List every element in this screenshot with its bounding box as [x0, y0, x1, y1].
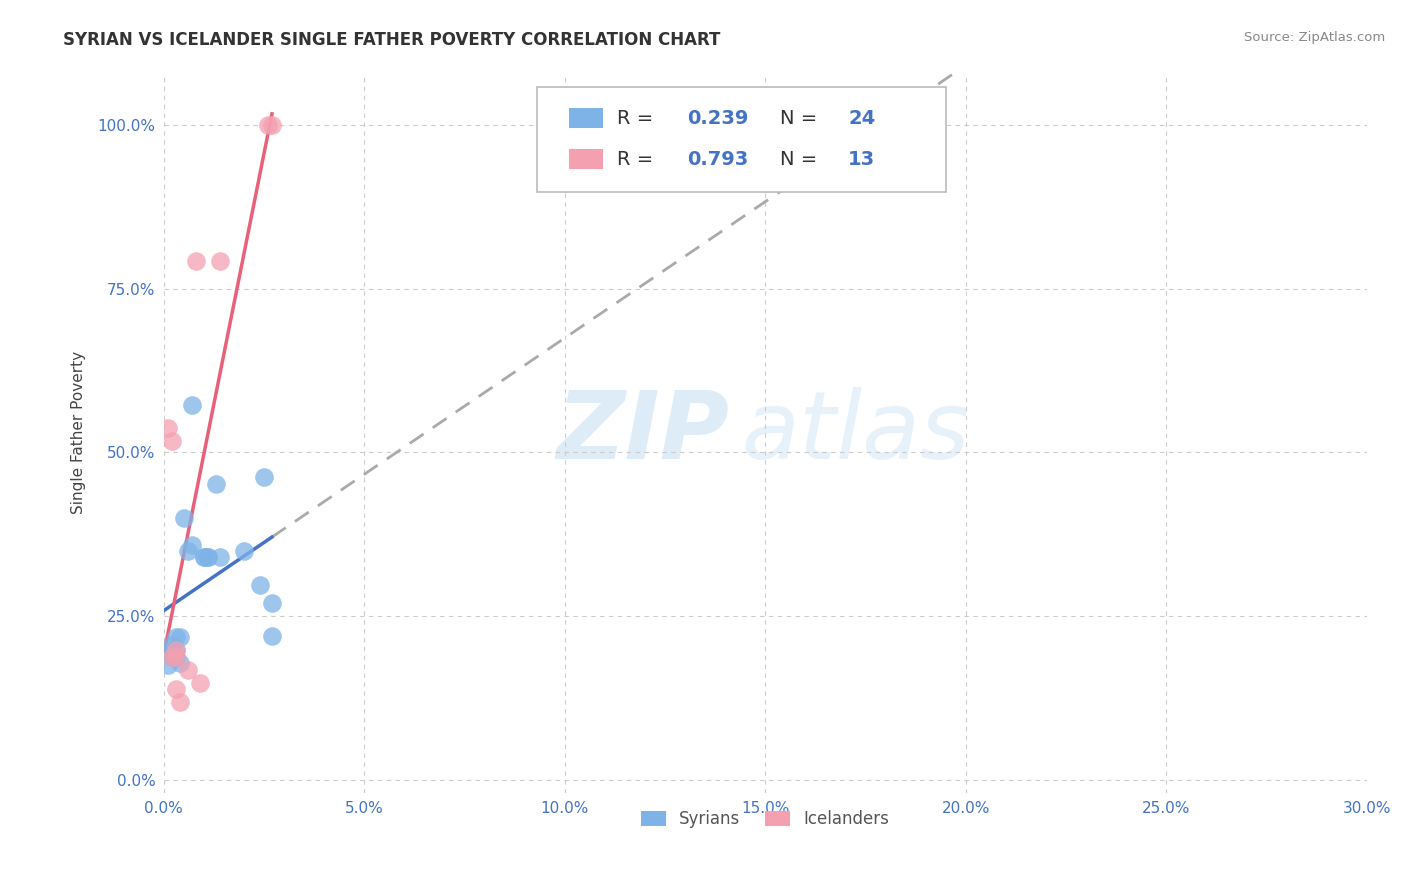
Point	[260, 629, 283, 643]
Point	[177, 543, 200, 558]
Point	[160, 649, 183, 664]
Point	[260, 118, 283, 132]
FancyBboxPatch shape	[569, 149, 603, 169]
Point	[260, 596, 283, 610]
Text: 0.239: 0.239	[688, 109, 748, 128]
Text: Source: ZipAtlas.com: Source: ZipAtlas.com	[1244, 31, 1385, 45]
Text: ZIP: ZIP	[557, 387, 730, 479]
Point	[180, 538, 202, 552]
Text: 24: 24	[848, 109, 876, 128]
Point	[249, 577, 271, 591]
Text: N =: N =	[780, 109, 823, 128]
Point	[197, 550, 219, 565]
Point	[160, 434, 183, 448]
Legend: Syrians, Icelanders: Syrians, Icelanders	[634, 804, 896, 835]
Point	[165, 630, 187, 644]
Point	[232, 543, 254, 558]
Point	[173, 511, 195, 525]
Point	[180, 398, 202, 412]
Point	[160, 649, 183, 664]
Point	[188, 675, 211, 690]
Text: 0.793: 0.793	[688, 150, 748, 169]
FancyBboxPatch shape	[537, 87, 946, 192]
Point	[169, 656, 191, 670]
Text: R =: R =	[617, 109, 659, 128]
Point	[165, 682, 187, 697]
Point	[169, 695, 191, 709]
Point	[197, 550, 219, 565]
Point	[165, 649, 187, 664]
Text: N =: N =	[780, 150, 823, 169]
FancyBboxPatch shape	[569, 108, 603, 128]
Point	[208, 550, 231, 565]
Point	[257, 118, 280, 132]
Point	[193, 550, 215, 565]
Point	[177, 663, 200, 677]
Point	[165, 643, 187, 657]
Point	[204, 476, 226, 491]
Text: R =: R =	[617, 150, 659, 169]
Point	[193, 550, 215, 565]
Point	[165, 643, 187, 657]
Y-axis label: Single Father Poverty: Single Father Poverty	[72, 351, 86, 515]
Point	[253, 470, 276, 484]
Text: atlas: atlas	[741, 387, 969, 478]
Point	[184, 254, 207, 268]
Point	[156, 645, 179, 659]
Point	[156, 420, 179, 434]
Point	[208, 254, 231, 268]
Text: 13: 13	[848, 150, 876, 169]
Point	[156, 658, 179, 673]
Text: SYRIAN VS ICELANDER SINGLE FATHER POVERTY CORRELATION CHART: SYRIAN VS ICELANDER SINGLE FATHER POVERT…	[63, 31, 721, 49]
Point	[165, 649, 187, 664]
Point	[160, 639, 183, 653]
Point	[169, 630, 191, 644]
